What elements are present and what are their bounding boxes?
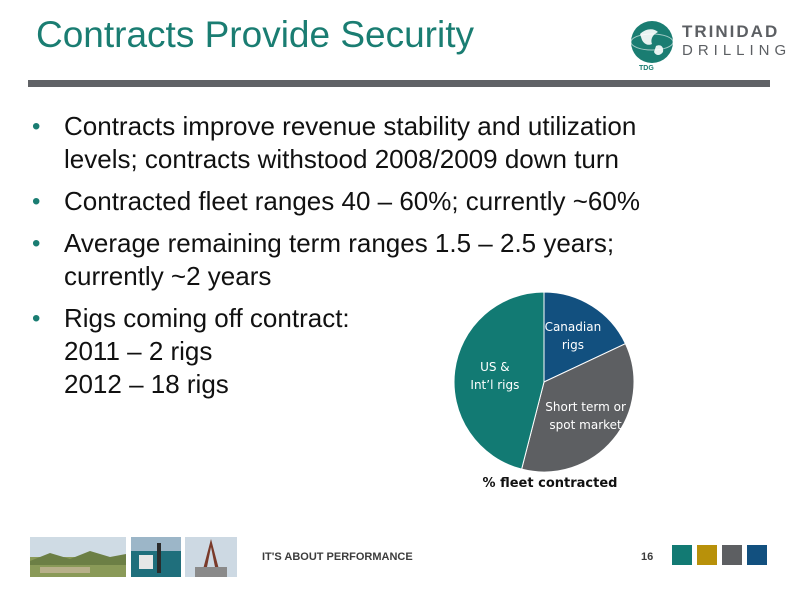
bullet-text: Rigs coming off contract: xyxy=(64,303,350,333)
logo-wordmark-top: TRINIDAD xyxy=(682,22,780,41)
chart-title: % fleet contracted xyxy=(482,476,618,491)
pie-slice-label: Short term or spot market xyxy=(545,400,626,433)
pie-slice xyxy=(453,291,545,470)
pie-slice xyxy=(543,291,627,383)
slide-title: Contracts Provide Security xyxy=(36,14,475,55)
drilling-rig-photo xyxy=(185,537,237,577)
pie-slice xyxy=(521,343,635,473)
footer-swatch-teal xyxy=(672,545,692,565)
bullet-item: • Average remaining term ranges 1.5 – 2.… xyxy=(32,227,732,293)
bullet-text: 2011 – 2 rigs xyxy=(64,336,213,366)
footer-tagline: IT'S ABOUT PERFORMANCE xyxy=(262,551,413,563)
bullet-text: levels; contracts withstood 2008/2009 do… xyxy=(64,144,620,174)
page-number: 16 xyxy=(641,551,654,563)
bullet-text: 2012 – 18 rigs xyxy=(64,369,229,399)
bullet-text: Contracts improve revenue stability and … xyxy=(64,111,637,141)
landscape-photo xyxy=(30,537,126,577)
bullet-dot: • xyxy=(32,113,41,140)
rig-equipment-photo xyxy=(131,537,181,577)
bullet-dot: • xyxy=(32,230,41,257)
bullet-list: • Contracts improve revenue stability an… xyxy=(32,110,732,410)
company-logo: TRINIDAD DRILLING TDG xyxy=(628,18,786,74)
globe-icon xyxy=(630,21,674,63)
bullet-text: Average remaining term ranges 1.5 – 2.5 … xyxy=(64,228,615,258)
bullet-item: • Contracts improve revenue stability an… xyxy=(32,110,732,176)
bullet-text: Contracted fleet ranges 40 – 60%; curren… xyxy=(64,186,640,216)
pie-slice-label: US & Int’l rigs xyxy=(470,359,520,392)
footer-swatch-gold xyxy=(697,545,717,565)
bullet-dot: • xyxy=(32,188,41,215)
bullet-dot: • xyxy=(32,305,41,332)
pie-slice-label: Canadian rigs xyxy=(544,320,602,353)
bullet-text: currently ~2 years xyxy=(64,261,272,291)
logo-tdg-mark: TDG xyxy=(639,65,654,72)
bullet-item: • Rigs coming off contract: 2011 – 2 rig… xyxy=(32,302,732,401)
bullet-item: • Contracted fleet ranges 40 – 60%; curr… xyxy=(32,185,732,218)
pie-chart: % fleet contracted Canadian rigs Short ter… xyxy=(440,285,660,500)
pie-chart-svg xyxy=(453,291,635,473)
logo-wordmark-bottom: DRILLING xyxy=(682,42,792,59)
title-divider xyxy=(28,80,770,87)
footer-swatch-gray xyxy=(722,545,742,565)
footer-swatch-navy xyxy=(747,545,767,565)
